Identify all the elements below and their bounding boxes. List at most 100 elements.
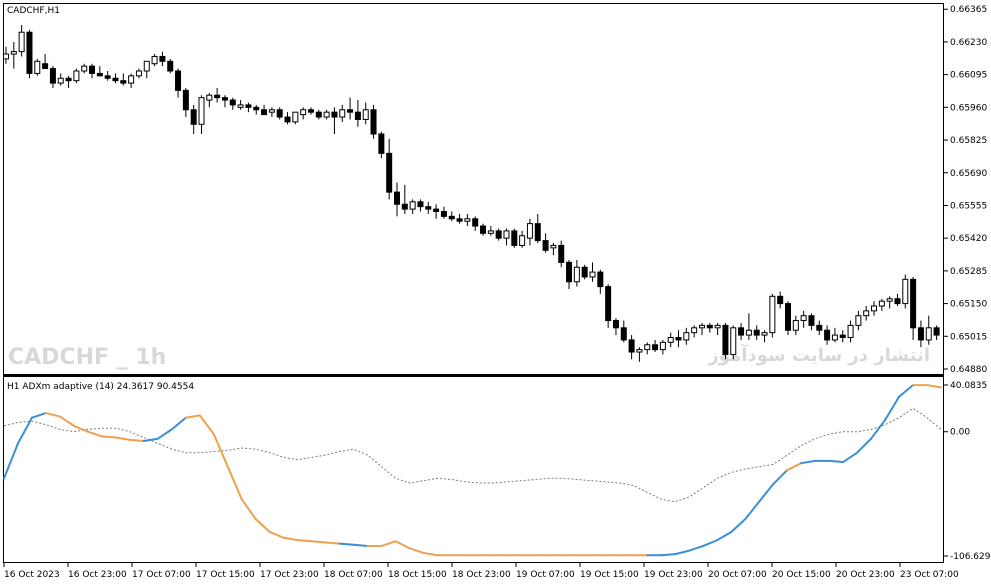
- indicator-panel[interactable]: [3, 376, 944, 563]
- candle-body: [526, 223, 533, 239]
- price-tick-label: 0.66230: [950, 38, 987, 48]
- candle-body: [425, 206, 432, 210]
- price-tick-label: 0.65420: [950, 234, 987, 244]
- adx-line-segment: [100, 435, 117, 439]
- adx-line-segment: [198, 414, 215, 436]
- candle-body: [190, 109, 197, 125]
- time-tick-label: 17 Oct 23:00: [260, 570, 319, 580]
- candle-body: [206, 94, 213, 101]
- candle-body: [409, 201, 416, 210]
- candle-body: [89, 65, 96, 74]
- symbol-label: CADCHF,H1: [7, 6, 60, 16]
- watermark-right: انتشار در سایت سودآموز: [707, 343, 930, 366]
- candle-body: [480, 225, 487, 234]
- candle-body: [620, 327, 627, 341]
- adx-line-segment: [324, 541, 341, 545]
- candle-body: [878, 300, 885, 307]
- candle-body: [581, 266, 588, 278]
- adx-line-segment: [184, 414, 201, 419]
- candle-body: [738, 327, 745, 336]
- adx-line-segment: [72, 424, 89, 433]
- candle-body: [57, 77, 64, 84]
- candle-body: [175, 70, 182, 91]
- candle-body: [800, 315, 807, 322]
- indicator-layer: [3, 384, 942, 557]
- adx-line-segment: [44, 412, 61, 418]
- candle-body: [612, 320, 619, 329]
- candle-body: [26, 31, 33, 74]
- candle-body: [472, 218, 479, 227]
- time-tick-label: 19 Oct 07:00: [516, 570, 575, 580]
- candle-body: [128, 75, 135, 84]
- candle-body: [151, 55, 158, 65]
- indicator-axis: 40.0835 0.00 -106.6294: [944, 381, 991, 562]
- candle-body: [300, 109, 307, 116]
- time-tick-label: 20 Oct 07:00: [708, 570, 767, 580]
- candle-body: [511, 230, 518, 246]
- candle-body: [253, 106, 260, 111]
- candle-body: [910, 278, 917, 329]
- candle-body: [487, 230, 494, 234]
- adx-line-segment: [282, 536, 299, 542]
- candle-body: [659, 341, 666, 351]
- candle-body: [214, 94, 221, 99]
- time-tick-label: 19 Oct 23:00: [644, 570, 703, 580]
- candle-body: [331, 111, 338, 118]
- price-tick-label: 0.65555: [950, 201, 987, 211]
- adx-line-segment: [338, 542, 355, 546]
- adx-line-segment: [688, 544, 705, 552]
- adx-line-segment: [254, 518, 271, 533]
- price-tick-label: 0.65285: [950, 267, 987, 277]
- candle-body: [534, 223, 541, 242]
- candle-body: [307, 109, 314, 113]
- candle-body: [824, 329, 831, 341]
- candle-body: [401, 203, 408, 210]
- candle-body: [198, 97, 205, 125]
- candle-body: [268, 109, 275, 113]
- candle-body: [10, 51, 17, 55]
- time-tick-label: 20 Oct 15:00: [772, 570, 831, 580]
- adx-line-segment: [240, 498, 257, 521]
- signal-line: [3, 407, 942, 503]
- price-tick-label: 0.66095: [950, 71, 987, 81]
- price-tick-label: 0.65150: [950, 300, 987, 310]
- candle-body: [792, 320, 799, 331]
- candle-body: [589, 271, 596, 278]
- candle-body: [652, 344, 659, 351]
- adx-line-segment: [758, 483, 775, 503]
- adx-line-segment: [926, 384, 942, 389]
- candle-body: [237, 104, 244, 108]
- candle-body: [34, 60, 41, 74]
- time-tick-label: 16 Oct 23:00: [68, 570, 127, 580]
- adx-line-segment: [660, 553, 677, 557]
- candle-body: [917, 327, 924, 341]
- candle-body: [3, 53, 9, 60]
- adx-line-segment: [30, 412, 47, 419]
- candle-body: [347, 109, 354, 113]
- time-tick-label: 18 Oct 07:00: [324, 570, 383, 580]
- adx-line-segment: [128, 438, 145, 443]
- candle-body: [65, 77, 72, 82]
- adx-line-segment: [772, 469, 789, 486]
- candle-body: [339, 109, 346, 118]
- candle-body: [769, 295, 776, 334]
- candle-body: [370, 109, 377, 135]
- price-tick-label: 0.66365: [950, 5, 987, 15]
- adx-line-segment: [156, 428, 173, 440]
- candle-body: [167, 60, 174, 72]
- candle-body: [440, 211, 447, 217]
- candle-body: [847, 324, 854, 339]
- candle-body: [112, 77, 119, 82]
- candle-body: [104, 75, 111, 79]
- candle-body: [714, 324, 721, 329]
- candle-body: [808, 315, 815, 326]
- adx-line-segment: [408, 547, 425, 554]
- adx-line-segment: [58, 415, 75, 427]
- candle-body: [386, 152, 393, 193]
- candle-body: [315, 111, 322, 118]
- candle-body: [691, 327, 698, 334]
- candle-body: [667, 337, 674, 343]
- candle-body: [276, 109, 283, 118]
- candle-body: [925, 327, 932, 341]
